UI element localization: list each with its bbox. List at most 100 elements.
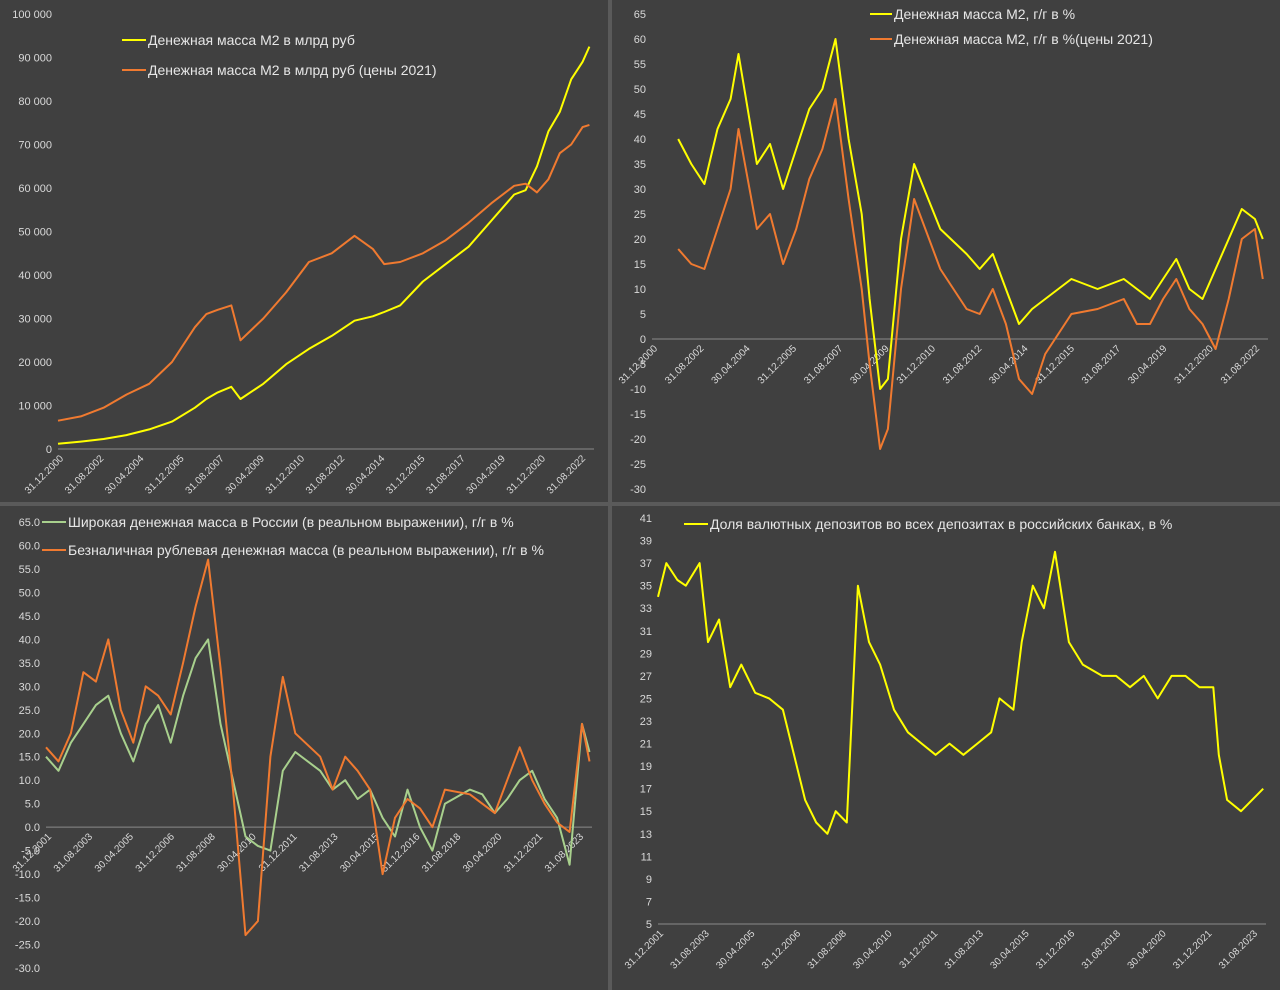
x-tick-label: 31.12.2016	[1034, 928, 1077, 971]
y-tick-label: 5	[646, 919, 652, 931]
x-tick-label: 31.08.2008	[175, 831, 218, 874]
y-tick-label: 25	[640, 693, 652, 705]
y-tick-label: 29	[640, 648, 652, 660]
y-tick-label: 20	[634, 234, 646, 246]
y-tick-label: 33	[640, 603, 652, 615]
y-tick-label: 7	[646, 896, 652, 908]
y-tick-label: 39	[640, 536, 652, 548]
y-tick-label: 5	[640, 309, 646, 321]
x-tick-label: 31.08.2007	[184, 453, 227, 496]
y-tick-label: 80 000	[18, 96, 52, 108]
y-tick-label: -20	[630, 434, 646, 446]
chart-1-svg: 0 10 000 20 000 30 000 40 000 50 000 60 000 70 …	[12, 9, 594, 497]
series-line-1	[57, 46, 591, 445]
y-tick-label: 35	[640, 581, 652, 593]
x-tick-label: 31.08.2008	[806, 928, 849, 971]
y-tick-label: -15.0	[15, 893, 40, 905]
x-tick-label: 31.12.2010	[895, 343, 938, 386]
y-tick-label: 25	[634, 209, 646, 221]
y-tick-label: 50 000	[18, 227, 52, 239]
y-tick-label: 17	[640, 784, 652, 796]
y-tick-label: 35	[634, 159, 646, 171]
chart-money-supply-yoy: -30 -25 -20 -15 -10 -5 0 5 10 15 20 25 30 35 40 45 50 55 6…	[612, 0, 1280, 502]
x-tick-label: 31.08.2023	[543, 831, 586, 874]
y-tick-label: 20.0	[19, 728, 40, 740]
y-tick-label: -20.0	[15, 916, 40, 928]
series-line-1	[45, 638, 591, 866]
legend-label: Денежная масса М2, г/г в %	[894, 6, 1075, 22]
y-tick-label: 15.0	[19, 752, 40, 764]
x-tick-label: 31.08.2002	[663, 343, 706, 386]
y-tick-label: 90 000	[18, 53, 52, 65]
chart-real-money-supply-yoy: -30.0 -25.0 -20.0 -15.0 -10.0 -5.0 0.0 5.0 10.0 1…	[0, 506, 608, 990]
chart-3-svg: -30.0 -25.0 -20.0 -15.0 -10.0 -5.0 0.0 5.0 10.0 1…	[11, 514, 592, 975]
y-tick-label: 50	[634, 84, 646, 96]
x-tick-label: 31.08.2022	[1219, 343, 1262, 386]
legend-label: Широкая денежная масса в России (в реаль…	[68, 514, 514, 530]
x-tick-label: 31.12.2006	[134, 831, 177, 874]
y-tick-label: 13	[640, 829, 652, 841]
y-tick-label: 10	[634, 284, 646, 296]
x-tick-label: 30.04.2019	[465, 453, 508, 496]
x-tick-label: 30.04.2009	[224, 453, 267, 496]
y-tick-label: -10	[630, 384, 646, 396]
y-tick-label: 25.0	[19, 705, 40, 717]
x-tick-label: 31.08.2012	[304, 453, 347, 496]
chart-fx-deposits-share: 5 7 9 11 13 15 17 19 21 23 25 27 29 31 33 35 37 39 41 31.12…	[612, 506, 1280, 990]
y-tick-label: -25.0	[15, 940, 40, 952]
y-tick-label: 60.0	[19, 540, 40, 552]
y-tick-label: 65.0	[19, 517, 40, 529]
y-tick-label: 21	[640, 739, 652, 751]
y-tick-label: 15	[640, 806, 652, 818]
y-tick-label: -25	[630, 459, 646, 471]
x-tick-label: 30.04.2010	[851, 928, 894, 971]
y-tick-label: 50.0	[19, 587, 40, 599]
x-tick-label: 30.04.2020	[461, 831, 504, 874]
y-tick-label: 20 000	[18, 357, 52, 369]
y-tick-label: 40	[634, 134, 646, 146]
x-tick-label: 31.08.2007	[802, 343, 845, 386]
y-tick-label: 11	[641, 851, 652, 863]
chart-money-supply-billions: 0 10 000 20 000 30 000 40 000 50 000 60 000 70 …	[0, 0, 608, 502]
x-tick-label: 31.08.2023	[1217, 928, 1260, 971]
y-tick-label: 37	[640, 558, 652, 570]
y-tick-label: 41	[640, 513, 652, 525]
series-line-2	[677, 98, 1264, 450]
y-tick-label: 35.0	[19, 658, 40, 670]
y-tick-label: 15	[634, 259, 646, 271]
y-tick-label: 45.0	[19, 611, 40, 623]
x-tick-label: 30.04.2019	[1126, 343, 1169, 386]
series-line-2	[57, 123, 590, 422]
x-tick-label: 30.04.2005	[93, 831, 136, 874]
x-tick-label: 31.12.2005	[143, 453, 186, 496]
x-tick-label: 31.12.2016	[379, 831, 422, 874]
x-tick-label: 31.12.2000	[23, 453, 66, 496]
y-tick-label: 65	[634, 9, 646, 21]
series-line-1	[657, 550, 1264, 835]
x-tick-label: 30.04.2015	[988, 928, 1031, 971]
chart-2-svg: -30 -25 -20 -15 -10 -5 0 5 10 15 20 25 30 35 40 45 50 55 6…	[617, 6, 1268, 496]
y-tick-label: 10 000	[18, 401, 52, 413]
x-tick-label: 31.12.2021	[1171, 928, 1214, 971]
y-tick-label: 19	[640, 761, 652, 773]
y-tick-label: 0	[640, 334, 646, 346]
x-tick-label: 31.12.2001	[623, 928, 666, 971]
x-tick-label: 31.08.2012	[941, 343, 984, 386]
legend-label: Денежная масса М2 в млрд руб	[148, 32, 355, 48]
y-tick-label: 31	[640, 626, 652, 638]
y-tick-label: -5.0	[21, 846, 40, 858]
x-tick-label: 31.12.2005	[756, 343, 799, 386]
legend-label: Денежная масса М2, г/г в %(цены 2021)	[894, 31, 1153, 47]
y-tick-label: -30.0	[15, 963, 40, 975]
x-tick-label: 31.12.2000	[617, 343, 660, 386]
y-tick-label: -5	[636, 359, 646, 371]
x-tick-label: 30.04.2014	[344, 453, 387, 496]
series-line-2	[45, 558, 591, 937]
y-tick-label: 27	[640, 671, 652, 683]
x-tick-label: 30.04.2014	[987, 343, 1030, 386]
x-tick-label: 31.08.2003	[52, 831, 95, 874]
x-tick-label: 31.12.2015	[1034, 343, 1077, 386]
y-tick-label: 60	[634, 34, 646, 46]
y-tick-label: -10.0	[15, 869, 40, 881]
y-tick-label: -15	[630, 409, 646, 421]
